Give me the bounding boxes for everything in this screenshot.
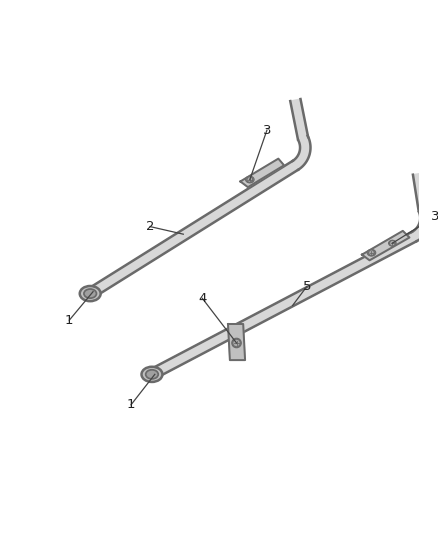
Text: 1: 1 (127, 398, 135, 411)
Text: 1: 1 (65, 314, 74, 327)
Circle shape (389, 240, 395, 246)
Ellipse shape (232, 338, 241, 348)
Text: 2: 2 (146, 220, 154, 233)
Text: 3: 3 (431, 210, 438, 223)
Polygon shape (293, 136, 311, 169)
Text: 3: 3 (263, 124, 271, 136)
Polygon shape (362, 231, 410, 260)
Ellipse shape (80, 286, 101, 301)
Ellipse shape (389, 240, 396, 246)
Polygon shape (228, 324, 245, 360)
Polygon shape (240, 159, 284, 187)
Polygon shape (149, 232, 417, 379)
Circle shape (233, 339, 240, 347)
Circle shape (247, 177, 253, 182)
Polygon shape (412, 208, 431, 241)
Text: 4: 4 (198, 292, 206, 305)
Ellipse shape (141, 367, 162, 382)
Polygon shape (413, 173, 429, 211)
Polygon shape (88, 161, 298, 298)
Ellipse shape (367, 249, 376, 256)
Circle shape (369, 250, 374, 255)
Ellipse shape (146, 370, 158, 379)
Ellipse shape (84, 289, 96, 298)
Polygon shape (290, 99, 308, 139)
Text: 5: 5 (303, 280, 311, 293)
Ellipse shape (246, 176, 254, 183)
